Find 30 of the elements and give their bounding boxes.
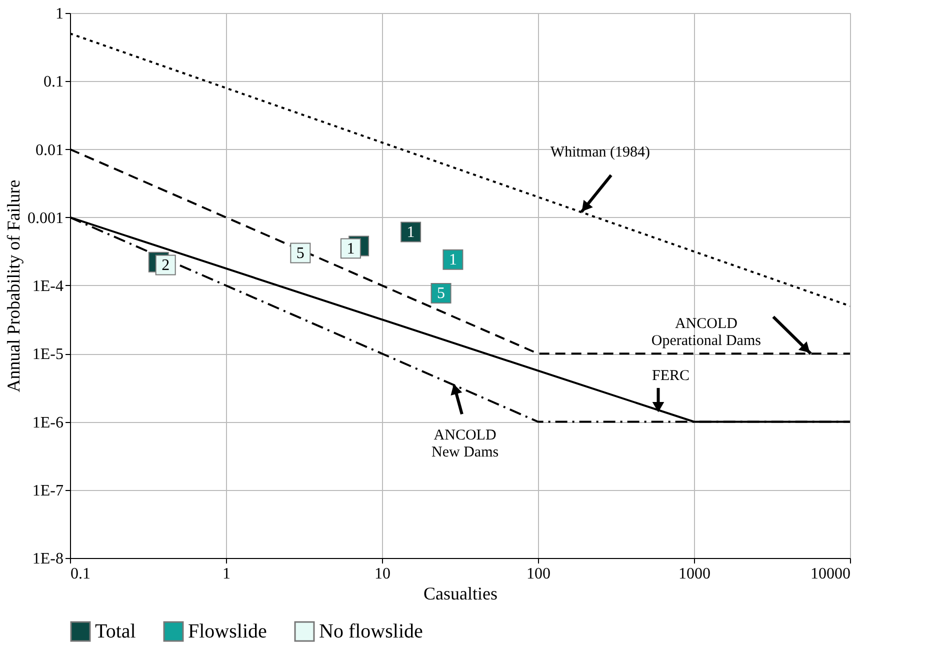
x-tick-label: 1 [222, 566, 230, 582]
y-tick-label: 1E-4 [32, 278, 64, 295]
y-axis-title: Annual Probability of Failure [4, 180, 24, 392]
annotation: 1 [406, 224, 415, 241]
x-tick-label: 10 [374, 566, 390, 582]
annotation: FERC [652, 368, 690, 384]
y-tick-label: 0.1 [44, 74, 64, 91]
y-tick-label: 1 [56, 6, 64, 22]
legend-label: No flowslide [319, 620, 423, 643]
annotation: 2 [162, 256, 170, 274]
y-tick-label: 0.01 [36, 142, 64, 159]
annotation: ANCOLD Operational Dams [651, 316, 762, 349]
y-tick-label: 1E-8 [32, 550, 64, 568]
legend-label: Total [95, 620, 136, 643]
x-axis-title: Casualties [424, 584, 498, 604]
y-tick-label: 1E-5 [32, 346, 64, 364]
annotation: 5 [296, 244, 304, 262]
annotation: 1 [346, 240, 355, 258]
x-tick-label: 0.1 [70, 566, 90, 582]
annotation: Whitman (1984) [550, 144, 650, 160]
annotation: ANCOLD New Dams [432, 428, 499, 461]
y-tick-label: 0.001 [28, 210, 64, 227]
legend-label: Flowslide [188, 620, 268, 643]
annotation: 5 [437, 285, 446, 302]
x-tick-label: 10000 [810, 566, 850, 582]
x-tick-label: 1000 [678, 566, 710, 582]
x-tick-label: 100 [526, 566, 550, 582]
y-tick-label: 1E-6 [32, 414, 64, 432]
annotation: 1 [448, 252, 457, 269]
y-tick-label: 1E-7 [32, 482, 64, 500]
